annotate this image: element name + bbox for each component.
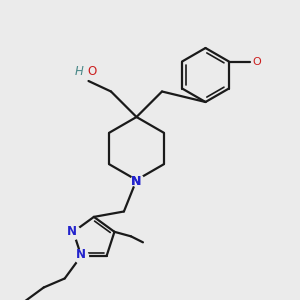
Text: N: N [76, 248, 86, 261]
Text: H: H [75, 65, 84, 78]
Text: N: N [131, 175, 142, 188]
Text: O: O [87, 65, 96, 78]
Text: N: N [67, 225, 77, 238]
Text: O: O [252, 56, 261, 67]
Text: N: N [131, 175, 142, 188]
